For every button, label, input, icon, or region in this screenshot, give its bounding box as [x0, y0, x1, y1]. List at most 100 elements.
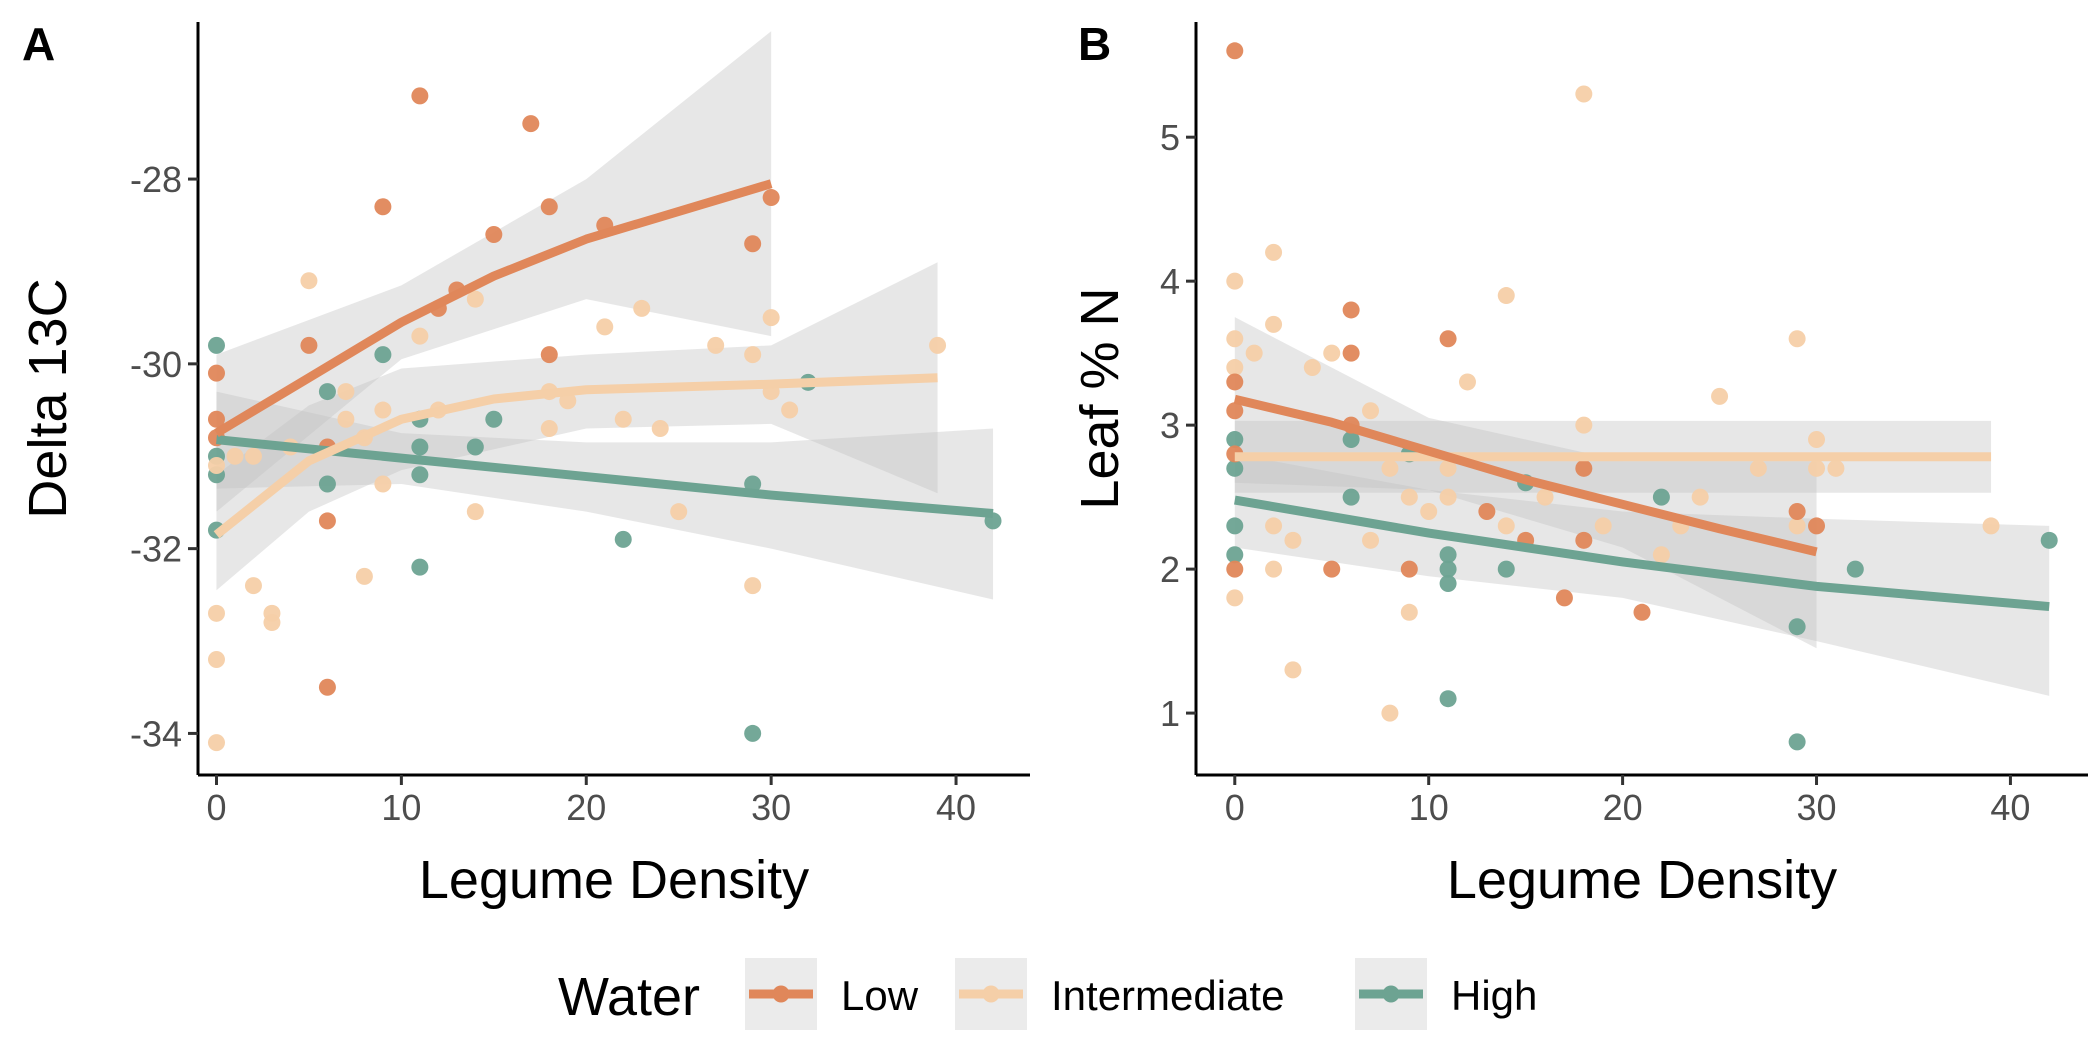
- data-point-intermediate: [207, 734, 225, 752]
- data-point-intermediate: [614, 410, 632, 428]
- data-point-intermediate: [1788, 330, 1806, 348]
- data-point-high: [1788, 733, 1806, 751]
- data-point-intermediate: [1827, 459, 1845, 477]
- data-point-intermediate: [1226, 272, 1244, 290]
- x-tick-label: 40: [1990, 787, 2030, 828]
- data-point-intermediate: [1265, 243, 1283, 261]
- data-point-intermediate: [1265, 517, 1283, 535]
- data-point-intermediate: [1808, 431, 1826, 449]
- data-point-intermediate: [466, 290, 484, 308]
- data-point-high: [411, 438, 429, 456]
- data-point-intermediate: [1536, 488, 1554, 506]
- x-tick-label: 10: [381, 787, 421, 828]
- data-point-high: [207, 336, 225, 354]
- y-tick-label: 5: [1160, 117, 1180, 158]
- data-point-high: [744, 724, 762, 742]
- data-point-high: [1439, 546, 1457, 564]
- data-point-intermediate: [337, 383, 355, 401]
- data-point-intermediate: [1691, 488, 1709, 506]
- data-point-intermediate: [1245, 344, 1263, 362]
- data-point-intermediate: [651, 420, 669, 438]
- y-tick-label: 2: [1160, 549, 1180, 590]
- data-point-high: [411, 558, 429, 576]
- data-point-intermediate: [411, 327, 429, 345]
- data-point-high: [1652, 488, 1670, 506]
- data-point-high: [1226, 517, 1244, 535]
- data-point-intermediate: [207, 604, 225, 622]
- data-point-high: [1226, 431, 1244, 449]
- data-point-high: [318, 383, 336, 401]
- data-point-high: [1497, 560, 1515, 578]
- data-point-intermediate: [1226, 330, 1244, 348]
- legend: Water Low Intermediate High: [558, 958, 1537, 1030]
- data-point-intermediate: [744, 346, 762, 364]
- data-point-intermediate: [1575, 85, 1593, 103]
- data-point-intermediate: [1497, 517, 1515, 535]
- data-point-high: [466, 438, 484, 456]
- data-point-low: [485, 226, 503, 244]
- data-point-intermediate: [781, 401, 799, 419]
- data-point-intermediate: [633, 299, 651, 317]
- data-point-intermediate: [670, 503, 688, 521]
- y-tick-label: -28: [130, 159, 182, 200]
- data-point-intermediate: [1808, 459, 1826, 477]
- data-point-intermediate: [1400, 488, 1418, 506]
- legend-key-point-low: [772, 985, 790, 1003]
- confidence-ribbon-high: [216, 391, 994, 600]
- fit-line-intermediate: [213, 373, 938, 539]
- data-point-high: [2040, 531, 2058, 549]
- data-point-intermediate: [1362, 531, 1380, 549]
- panel-label-b: B: [1078, 18, 1111, 70]
- data-point-intermediate: [1497, 287, 1515, 305]
- data-point-low: [540, 346, 558, 364]
- data-point-low: [522, 115, 540, 133]
- data-point-low: [411, 87, 429, 105]
- data-point-low: [318, 512, 336, 530]
- data-point-intermediate: [1749, 459, 1767, 477]
- data-point-intermediate: [929, 336, 947, 354]
- x-tick-label: 30: [1796, 787, 1836, 828]
- data-point-low: [1323, 560, 1341, 578]
- data-point-intermediate: [1400, 603, 1418, 621]
- data-point-high: [485, 410, 503, 428]
- data-point-high: [411, 466, 429, 484]
- data-point-high: [374, 346, 392, 364]
- data-point-intermediate: [1420, 503, 1438, 521]
- data-point-intermediate: [355, 567, 373, 585]
- data-point-low: [1788, 503, 1806, 521]
- fit-line-low: [214, 179, 773, 438]
- data-point-low: [1633, 603, 1651, 621]
- data-point-intermediate: [1303, 359, 1321, 377]
- legend-key-point-intermediate: [982, 985, 1000, 1003]
- data-point-intermediate: [263, 614, 281, 632]
- y-tick-label: -34: [130, 713, 182, 754]
- data-point-low: [1226, 402, 1244, 420]
- data-point-intermediate: [1265, 560, 1283, 578]
- data-point-intermediate: [1284, 661, 1302, 679]
- data-point-intermediate: [1381, 704, 1399, 722]
- y-tick-label: -32: [130, 529, 182, 570]
- data-point-intermediate: [337, 410, 355, 428]
- x-tick-label: 20: [566, 787, 606, 828]
- data-point-low: [1226, 560, 1244, 578]
- data-point-low: [1400, 560, 1418, 578]
- data-point-high: [1342, 488, 1360, 506]
- data-point-intermediate: [1362, 402, 1380, 420]
- data-point-low: [1342, 301, 1360, 319]
- data-point-intermediate: [207, 651, 225, 669]
- data-point-low: [1555, 589, 1573, 607]
- data-point-intermediate: [1226, 589, 1244, 607]
- legend-label-low: Low: [841, 972, 919, 1019]
- data-point-intermediate: [707, 336, 725, 354]
- data-point-intermediate: [466, 503, 484, 521]
- legend-title: Water: [558, 967, 700, 1027]
- panel-a: A 0 10 20 30 40 -34 -32 -30 -28 Legume Density Delt…: [18, 18, 1030, 910]
- data-point-intermediate: [1265, 315, 1283, 333]
- data-point-intermediate: [374, 475, 392, 493]
- panel-b: B 0 10 20 30 40 1 2 3 4 5 Legume Density Leaf % N: [1070, 18, 2088, 910]
- y-tick-label: -30: [130, 344, 182, 385]
- x-tick-label: 40: [936, 787, 976, 828]
- y-axis-title: Delta 13C: [18, 278, 78, 518]
- data-point-high: [1788, 618, 1806, 636]
